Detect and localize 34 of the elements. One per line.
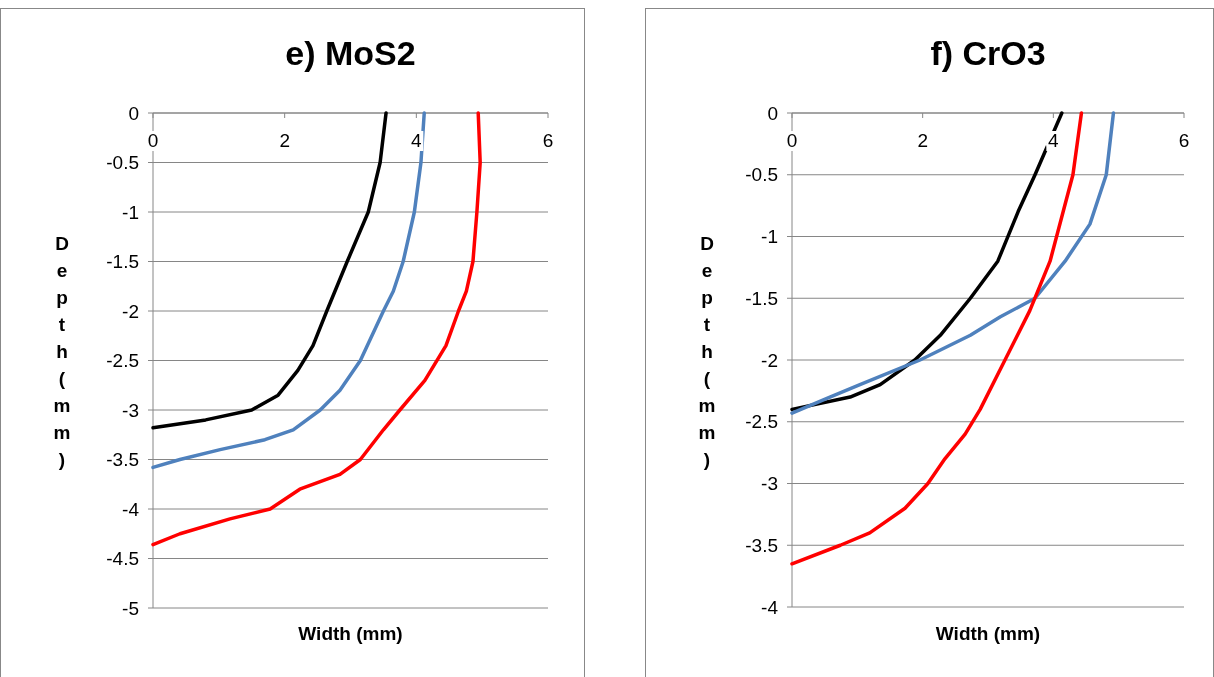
- y-tick-label: -1: [761, 226, 778, 248]
- y-tick-label: -2.5: [106, 350, 139, 372]
- y-tick-label: -0.5: [106, 152, 139, 174]
- x-tick-label: 4: [411, 130, 423, 151]
- x-tick-label: 6: [542, 130, 554, 151]
- y-tick-label: -1.5: [745, 287, 778, 309]
- y-tick-label: -3.5: [745, 534, 778, 556]
- chart-title: f) CrO3: [930, 34, 1046, 72]
- x-tick-label: 2: [917, 130, 928, 151]
- text: Depth (mm): [53, 233, 71, 470]
- chart-title: e) MoS2: [285, 34, 416, 72]
- text: Depth (mm): [698, 233, 716, 470]
- y-tick-label: -3: [761, 473, 778, 495]
- y-tick-label: -4: [761, 596, 779, 618]
- x-axis-title: Width (mm): [935, 623, 1041, 644]
- y-tick-label: -3.5: [106, 449, 139, 471]
- y-tick-label: -4: [122, 498, 140, 520]
- y-tick-label: -1.5: [106, 251, 139, 273]
- x-tick-label: 2: [279, 130, 290, 151]
- x-tick-label: 6: [1178, 130, 1190, 151]
- x-tick-label: 0: [786, 130, 798, 151]
- x-axis-title: Width (mm): [298, 623, 403, 644]
- y-tick-label: -2: [761, 349, 778, 371]
- y-tick-label: 0: [128, 102, 139, 124]
- y-tick-label: -1: [122, 201, 139, 223]
- y-tick-label: -5: [122, 597, 139, 619]
- x-tick-label: 0: [147, 130, 159, 151]
- y-tick-label: -4.5: [106, 548, 139, 570]
- y-tick-label: -0.5: [745, 164, 778, 186]
- y-tick-label: 0: [767, 102, 778, 124]
- x-tick-label: 4: [1048, 130, 1060, 151]
- y-tick-label: -2.5: [745, 411, 778, 433]
- y-tick-label: -3: [122, 399, 139, 421]
- y-tick-label: -2: [122, 300, 139, 322]
